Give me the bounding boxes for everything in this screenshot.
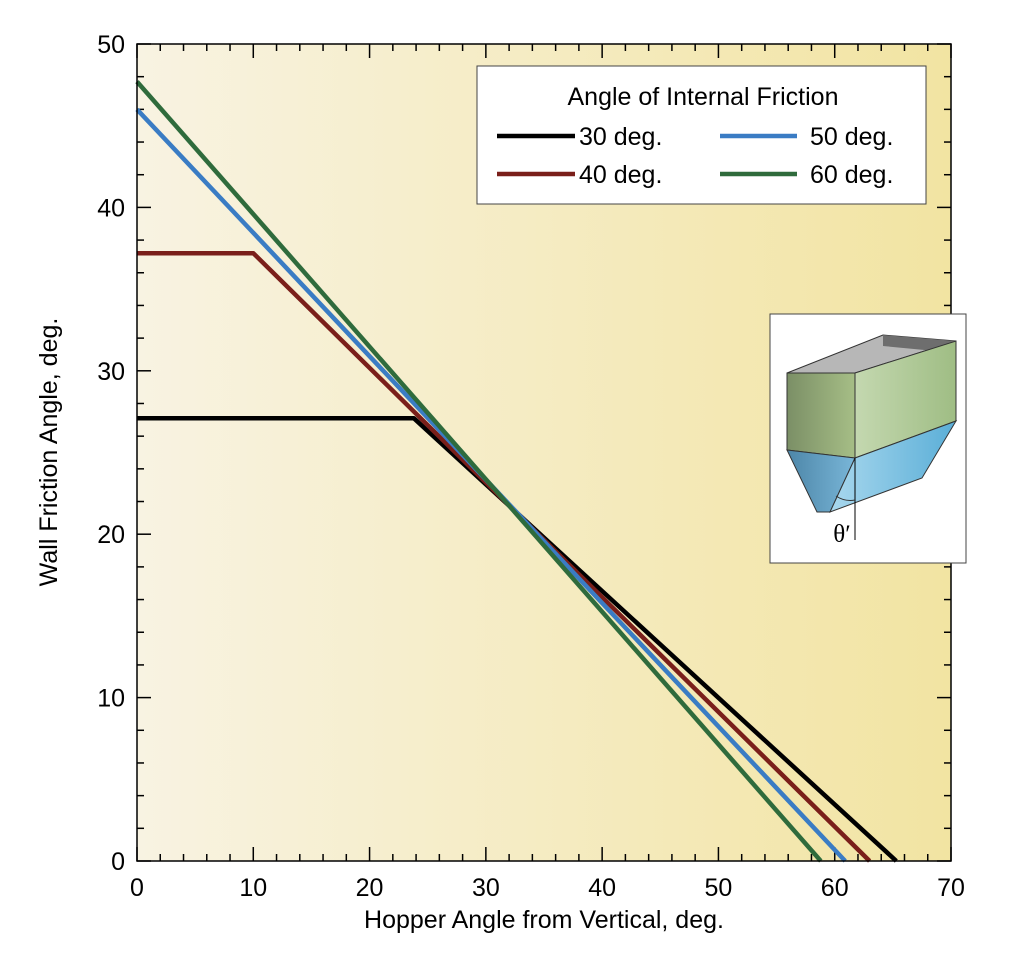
x-tick-label: 50 <box>705 874 733 902</box>
hopper-inset: θ′ <box>769 313 967 564</box>
legend: Angle of Internal Friction 30 deg. 40 deg… <box>476 65 927 205</box>
series-line-4 <box>135 80 823 863</box>
x-tick-label: 30 <box>472 874 500 902</box>
x-tick-label: 0 <box>130 874 144 902</box>
y-tick-label: 20 <box>97 521 125 549</box>
series-lines <box>135 80 898 863</box>
theta-label: θ′ <box>833 521 850 548</box>
y-axis-title: Wall Friction Angle, deg. <box>35 318 63 587</box>
y-tick-label: 0 <box>111 848 125 876</box>
legend-label-2: 40 deg. <box>579 161 662 189</box>
x-tick-label: 70 <box>937 874 965 902</box>
y-tick-label: 40 <box>97 194 125 222</box>
legend-entries: 30 deg. 40 deg. 50 deg. 60 deg. <box>497 123 893 189</box>
y-tick-label: 50 <box>97 31 125 59</box>
x-tick-label: 10 <box>239 874 267 902</box>
legend-label-3: 50 deg. <box>810 123 893 151</box>
legend-title: Angle of Internal Friction <box>568 83 839 111</box>
wedge-hopper-icon <box>786 334 958 540</box>
y-tick-label: 10 <box>97 685 125 713</box>
x-tick-label: 60 <box>821 874 849 902</box>
axis-tick-labels: 0 10 20 30 40 50 60 70 0 10 20 30 40 50 <box>97 31 965 902</box>
legend-label-1: 30 deg. <box>579 123 662 151</box>
series-line-1 <box>137 415 898 863</box>
x-tick-label: 40 <box>588 874 616 902</box>
legend-label-4: 60 deg. <box>810 161 893 189</box>
series-line-2 <box>137 250 872 863</box>
y-tick-label: 30 <box>97 358 125 386</box>
x-axis-title: Hopper Angle from Vertical, deg. <box>364 906 724 934</box>
x-tick-label: 20 <box>356 874 384 902</box>
